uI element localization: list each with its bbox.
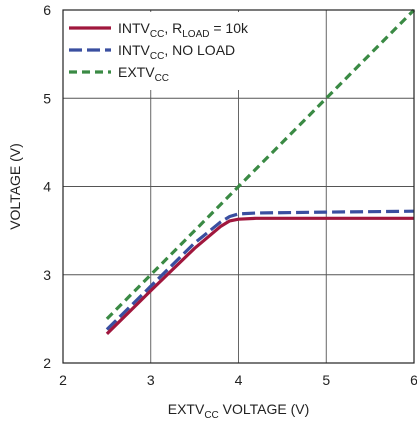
legend-label-2: EXTVCC bbox=[118, 64, 169, 84]
x-axis-title-main: EXTV bbox=[168, 401, 205, 417]
legend-label-1: INTVCC, NO LOAD bbox=[118, 42, 235, 62]
legend-label-part: CC bbox=[155, 73, 169, 84]
legend-label-part: INTV bbox=[118, 20, 151, 36]
x-axis-title-sub: CC bbox=[204, 410, 218, 421]
legend-label-0: INTVCC, RLOAD = 10k bbox=[118, 20, 249, 40]
legend-label-part: LOAD bbox=[182, 29, 209, 40]
legend-label-part: CC bbox=[150, 29, 164, 40]
x-tick-labels: 2 3 4 5 6 bbox=[59, 372, 417, 388]
y-tick-label: 4 bbox=[43, 179, 51, 195]
x-tick-label: 3 bbox=[147, 372, 155, 388]
x-tick-label: 2 bbox=[59, 372, 67, 388]
series-line-2 bbox=[105, 8, 416, 321]
y-axis-title: VOLTAGE (V) bbox=[7, 143, 23, 230]
x-axis-title: EXTVCC VOLTAGE (V) bbox=[168, 401, 310, 421]
legend-label-part: INTV bbox=[118, 42, 151, 58]
legend-background bbox=[65, 12, 297, 90]
legend-label-part: , NO LOAD bbox=[164, 42, 235, 58]
y-tick-label: 3 bbox=[43, 267, 51, 283]
y-tick-labels: 2 3 4 5 6 bbox=[43, 2, 51, 371]
y-tick-label: 5 bbox=[43, 90, 51, 106]
y-tick-label: 6 bbox=[43, 2, 51, 18]
plot-frame bbox=[62, 9, 415, 364]
y-tick-label: 2 bbox=[43, 355, 51, 371]
legend-label-part: = 10k bbox=[209, 20, 249, 36]
series-line-0 bbox=[105, 216, 414, 336]
series-lines bbox=[105, 8, 416, 336]
series-line-1 bbox=[105, 209, 415, 331]
x-axis-title-rest: VOLTAGE (V) bbox=[219, 401, 310, 417]
x-tick-label: 4 bbox=[235, 372, 243, 388]
x-tick-label: 5 bbox=[322, 372, 330, 388]
legend-label-part: , R bbox=[164, 20, 182, 36]
legend-label-part: CC bbox=[150, 51, 164, 62]
legend-label-part: EXTV bbox=[118, 64, 155, 80]
x-tick-label: 6 bbox=[410, 372, 417, 388]
